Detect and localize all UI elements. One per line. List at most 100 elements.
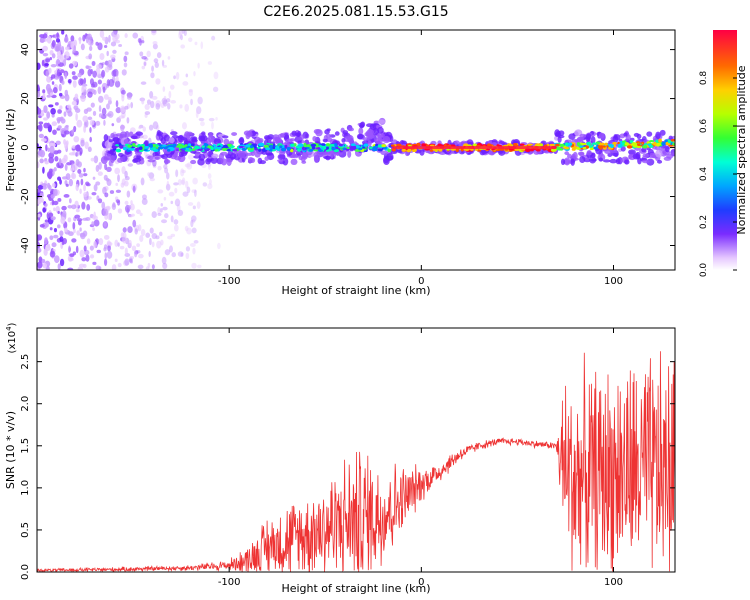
spectrogram-cell (144, 103, 150, 111)
spectrogram-cell (37, 261, 43, 269)
spectrogram-cell (514, 148, 520, 152)
spectrogram-cell (325, 143, 331, 147)
spectrogram-cell (72, 75, 78, 80)
spectrogram-cell (59, 105, 63, 110)
spectrogram-cell (71, 238, 77, 243)
spectrogram-cell (590, 158, 597, 162)
spectrogram-cell (180, 34, 183, 41)
spectrogram-cell (163, 95, 167, 100)
spectrogram-cell (181, 30, 185, 34)
spectrogram-cell (298, 147, 302, 150)
spectrogram-cell (64, 93, 70, 102)
spectrogram-cell (609, 158, 618, 164)
spectrogram-cell (99, 30, 105, 38)
spectrogram-cell (586, 149, 592, 156)
spectrogram-cell (157, 189, 164, 194)
spectrogram-cell (177, 251, 184, 257)
spectrogram-cell (95, 181, 101, 186)
spectrogram-cell (81, 86, 87, 91)
spectrogram-cell (107, 111, 114, 118)
spectrogram-cell (152, 41, 158, 45)
spectrogram-cell (51, 121, 57, 127)
spectrogram-cell (615, 158, 621, 165)
spectrogram-cell (290, 143, 295, 147)
spectrogram-cell (152, 121, 159, 130)
spectrogram-cell (241, 147, 247, 151)
spectrogram-cell (103, 119, 106, 126)
spectrogram-cell (77, 169, 82, 174)
spectrogram-cell (75, 208, 80, 213)
spectrogram-cell (283, 132, 289, 140)
spectrogram-cell (162, 64, 168, 68)
spectrogram-cell (129, 260, 133, 264)
spectrogram-cell (301, 160, 307, 164)
spectrogram-cell (152, 43, 158, 50)
spectrogram-cell (254, 147, 259, 151)
spectrogram-cell (138, 126, 142, 130)
spectrogram-cell (67, 78, 72, 84)
spectrogram-cell (577, 151, 585, 156)
spectrogram-cell (147, 262, 151, 268)
spectrogram-cell (76, 150, 79, 157)
spectrogram-cell (177, 178, 182, 186)
spectrogram-cell (83, 91, 87, 96)
spectrogram-cell (161, 219, 168, 224)
spectrogram-cell (178, 30, 183, 36)
snr-y-tick-label: 2.0 (20, 396, 31, 412)
spectrogram-cell (186, 162, 193, 170)
spectrogram-cell (264, 156, 269, 161)
spectrogram-cell (57, 198, 62, 202)
spectrogram-cell (102, 208, 109, 216)
spectrogram-cell (231, 132, 238, 137)
spectrogram-cell (192, 177, 198, 185)
spectrogram-cell (128, 204, 132, 210)
spectrogram-cell (73, 228, 76, 234)
spectrogram-cell (162, 99, 168, 107)
spectrogram-cell (602, 159, 611, 163)
spectrogram-cell (178, 31, 182, 39)
spectrogram-cell (55, 140, 61, 145)
spectrogram-cell (377, 144, 382, 148)
spectrogram-cell (664, 139, 668, 143)
spectrogram-cell (68, 63, 74, 69)
spectrogram-cell (642, 144, 648, 149)
spectrogram-cell (624, 159, 630, 165)
spectrogram-cell (154, 156, 160, 160)
spectrogram-cell (134, 250, 138, 258)
spectrogram-cell (171, 252, 177, 258)
spectrogram-cell (90, 102, 95, 108)
spectrogram-cell (611, 152, 619, 157)
spectrogram-cell (571, 148, 576, 151)
spectrogram-cell (147, 159, 156, 163)
spectrogram-cell (217, 146, 222, 149)
spectrogram-cell (63, 111, 67, 117)
spectrogram-cell (191, 148, 196, 151)
spectrogram-cell (192, 247, 196, 255)
spectrogram-cell (131, 245, 137, 252)
spectrogram-cell (51, 94, 57, 99)
spectrogram-cell (89, 127, 92, 134)
spectrogram-cell (40, 198, 44, 203)
spectrogram-cell (74, 144, 81, 152)
spectrogram-cell (37, 62, 41, 70)
spectrogram-cell (81, 201, 86, 210)
spectrogram-cell (46, 35, 52, 44)
snr-y-label: SNR (10 * v/v) (4, 411, 17, 489)
spectrogram-cell (103, 244, 108, 250)
spectrogram-cell (331, 147, 337, 150)
spectrogram-cell (276, 136, 282, 145)
spectrogram-cell (67, 267, 74, 270)
spectrogram-cell (193, 70, 196, 77)
spectrogram-cell (83, 245, 87, 252)
spectrogram-cell (110, 162, 114, 167)
spectrogram-cell (91, 221, 95, 227)
spectrogram-cell (151, 232, 158, 240)
spectrogram-cell (109, 149, 114, 155)
spectrogram-cell (421, 143, 427, 147)
spectrogram-heatmap (37, 30, 675, 270)
spectrogram-cell (117, 262, 122, 268)
spectrogram-cell (110, 132, 115, 139)
spectrogram-cell (147, 172, 151, 177)
spectrogram-cell (49, 92, 54, 96)
spectrogram-cell (563, 157, 571, 166)
